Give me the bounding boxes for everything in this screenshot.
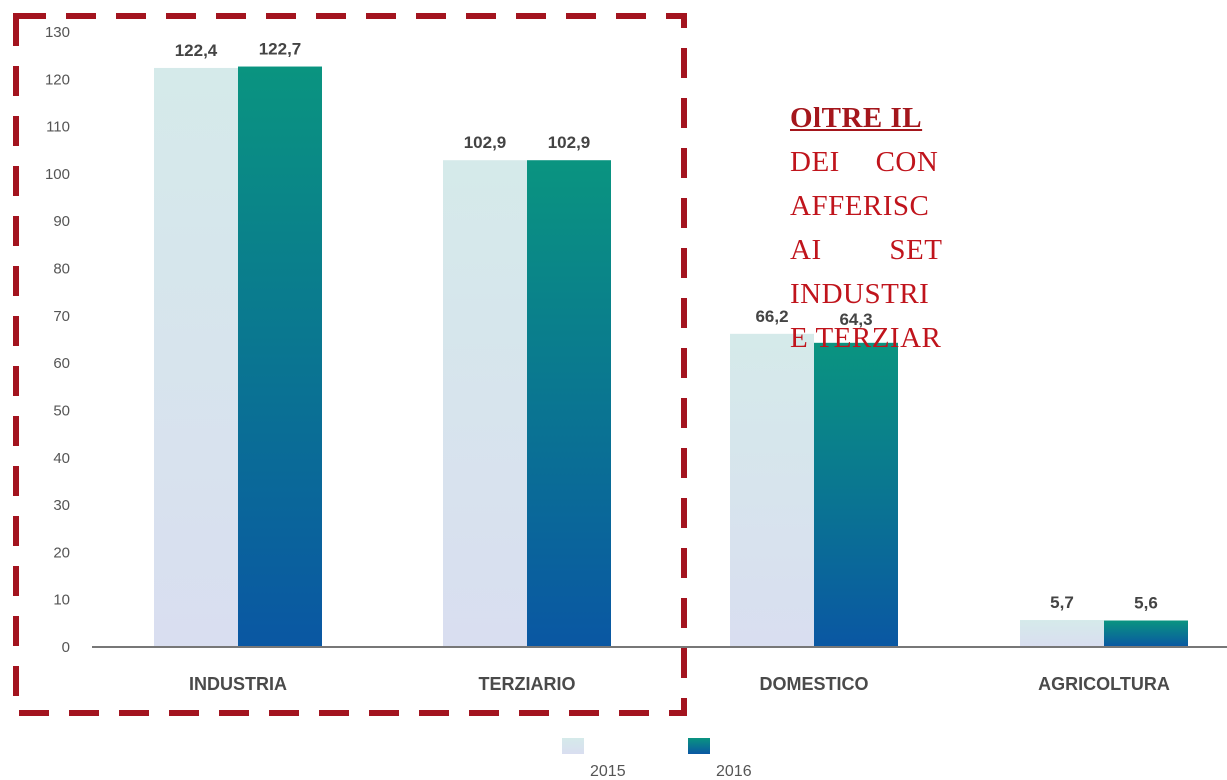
callout-line: AFFERISC [790, 190, 930, 222]
legend-swatch-2015 [562, 738, 584, 754]
y-tick-label: 10 [53, 592, 70, 609]
category-label: AGRICOLTURA [1038, 674, 1170, 694]
y-tick-label: 80 [53, 261, 70, 278]
y-tick-label: 20 [53, 544, 70, 561]
category-label: TERZIARIO [479, 674, 576, 694]
callout-line: DEI CON [790, 146, 939, 178]
data-label: 102,9 [548, 133, 591, 152]
y-tick-label: 110 [46, 119, 70, 136]
y-axis: 0 10 20 30 40 50 60 70 80 90 100 110 120 130 [45, 24, 70, 656]
y-tick-label: 40 [53, 450, 70, 467]
bar-2016-agricoltura [1104, 620, 1188, 647]
bar-2015-industria [154, 67, 238, 647]
category-label: INDUSTRIA [189, 674, 287, 694]
y-tick-label: 90 [53, 213, 70, 230]
y-tick-label: 60 [53, 355, 70, 372]
bar-2015-terziario [443, 160, 527, 647]
callout-line: AI SET [790, 234, 943, 266]
legend-label-2016: 2016 [716, 763, 752, 780]
highlight-dashed-box [13, 13, 687, 716]
y-tick-label: 50 [53, 402, 70, 419]
category-label: DOMESTICO [759, 674, 868, 694]
data-label: 66,2 [755, 307, 788, 326]
data-label: 5,6 [1134, 594, 1158, 613]
y-tick-label: 70 [53, 308, 70, 325]
callout-line: E TERZIAR [790, 322, 942, 354]
data-labels: 122,4 122,7 102,9 102,9 66,2 64,3 5,7 5,6 [175, 40, 1158, 613]
y-tick-label: 120 [45, 71, 70, 88]
y-tick-label: 0 [62, 639, 70, 656]
bars [154, 66, 1188, 648]
bar-2016-industria [238, 66, 322, 648]
data-label: 122,4 [175, 41, 218, 60]
legend-label-2015: 2015 [590, 763, 626, 780]
data-label: 122,7 [259, 40, 302, 59]
legend: 2015 2016 [562, 738, 752, 780]
legend-swatch-2016 [688, 738, 710, 754]
bar-2016-terziario [527, 160, 611, 647]
bar-2015-domestico [730, 333, 814, 647]
data-label: 5,7 [1050, 593, 1074, 612]
callout-headline: OlTRE IL [790, 102, 923, 134]
y-tick-label: 100 [45, 166, 70, 183]
y-tick-label: 130 [45, 24, 70, 41]
data-label: 102,9 [464, 133, 507, 152]
category-labels: INDUSTRIA TERZIARIO DOMESTICO AGRICOLTURA [189, 674, 1170, 694]
data-label: 64,3 [839, 310, 872, 329]
bar-2016-domestico [814, 342, 898, 647]
bar-2015-agricoltura [1020, 620, 1104, 647]
y-tick-label: 30 [53, 497, 70, 514]
callout-line: INDUSTRI [790, 278, 930, 310]
callout-text: OlTRE IL DEI CON AFFERISC AI SET INDUSTR… [790, 96, 1227, 416]
